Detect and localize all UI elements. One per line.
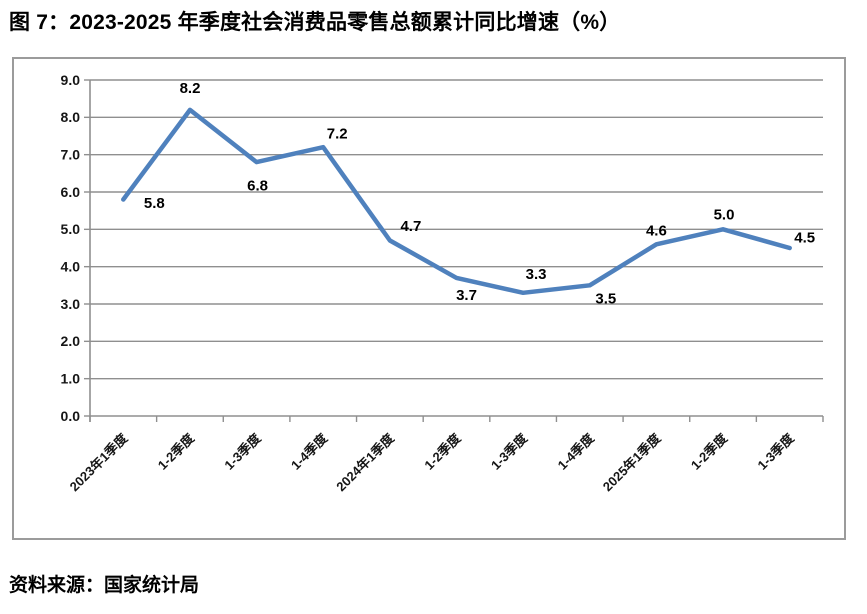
data-label: 4.5 <box>794 229 815 246</box>
x-category-label: 1-3季度 <box>488 430 531 473</box>
x-category-label: 1-2季度 <box>155 430 198 473</box>
x-category-label: 1-2季度 <box>688 430 731 473</box>
data-label: 5.8 <box>144 195 165 212</box>
x-category-label: 1-4季度 <box>288 430 331 473</box>
y-tick-label: 6.0 <box>61 184 81 200</box>
x-category-label: 2023年1季度 <box>67 430 131 494</box>
x-category-label: 1-3季度 <box>221 430 264 473</box>
y-tick-label: 7.0 <box>61 147 81 163</box>
data-label: 6.8 <box>247 177 268 194</box>
y-tick-label: 0.0 <box>61 408 81 424</box>
series-line <box>121 107 792 296</box>
data-label: 7.2 <box>327 125 348 142</box>
x-category-label: 1-4季度 <box>555 430 598 473</box>
chart-frame: 0.0 1.0 2.0 3.0 4.0 5.0 6.0 7.0 8.0 9.0 2023年1季度 1-… <box>12 57 846 540</box>
y-tick-label: 8.0 <box>61 109 81 125</box>
y-tick-label: 2.0 <box>61 333 81 349</box>
data-label: 3.7 <box>456 287 477 304</box>
y-tick-label: 4.0 <box>61 259 81 275</box>
data-label: 3.5 <box>595 291 616 308</box>
data-label: 8.2 <box>180 80 201 97</box>
y-tick-label: 5.0 <box>61 221 81 237</box>
y-tick-label: 9.0 <box>61 72 81 88</box>
data-label: 5.0 <box>714 207 735 224</box>
data-label: 4.7 <box>400 218 421 235</box>
data-label: 3.3 <box>526 266 547 283</box>
x-category-label: 2024年1季度 <box>333 430 397 494</box>
y-tick-label: 3.0 <box>61 296 81 312</box>
line-chart: 0.0 1.0 2.0 3.0 4.0 5.0 6.0 7.0 8.0 9.0 2023年1季度 1-… <box>61 72 824 494</box>
x-category-label: 2025年1季度 <box>600 430 664 494</box>
y-tick-label: 1.0 <box>61 371 81 387</box>
data-label: 4.6 <box>646 223 667 240</box>
figure-title: 图 7：2023-2025 年季度社会消费品零售总额累计同比增速（%） <box>9 11 621 34</box>
x-category-label: 1-3季度 <box>755 430 798 473</box>
source-note: 资料来源：国家统计局 <box>9 575 200 596</box>
x-category-label: 1-2季度 <box>421 430 464 473</box>
